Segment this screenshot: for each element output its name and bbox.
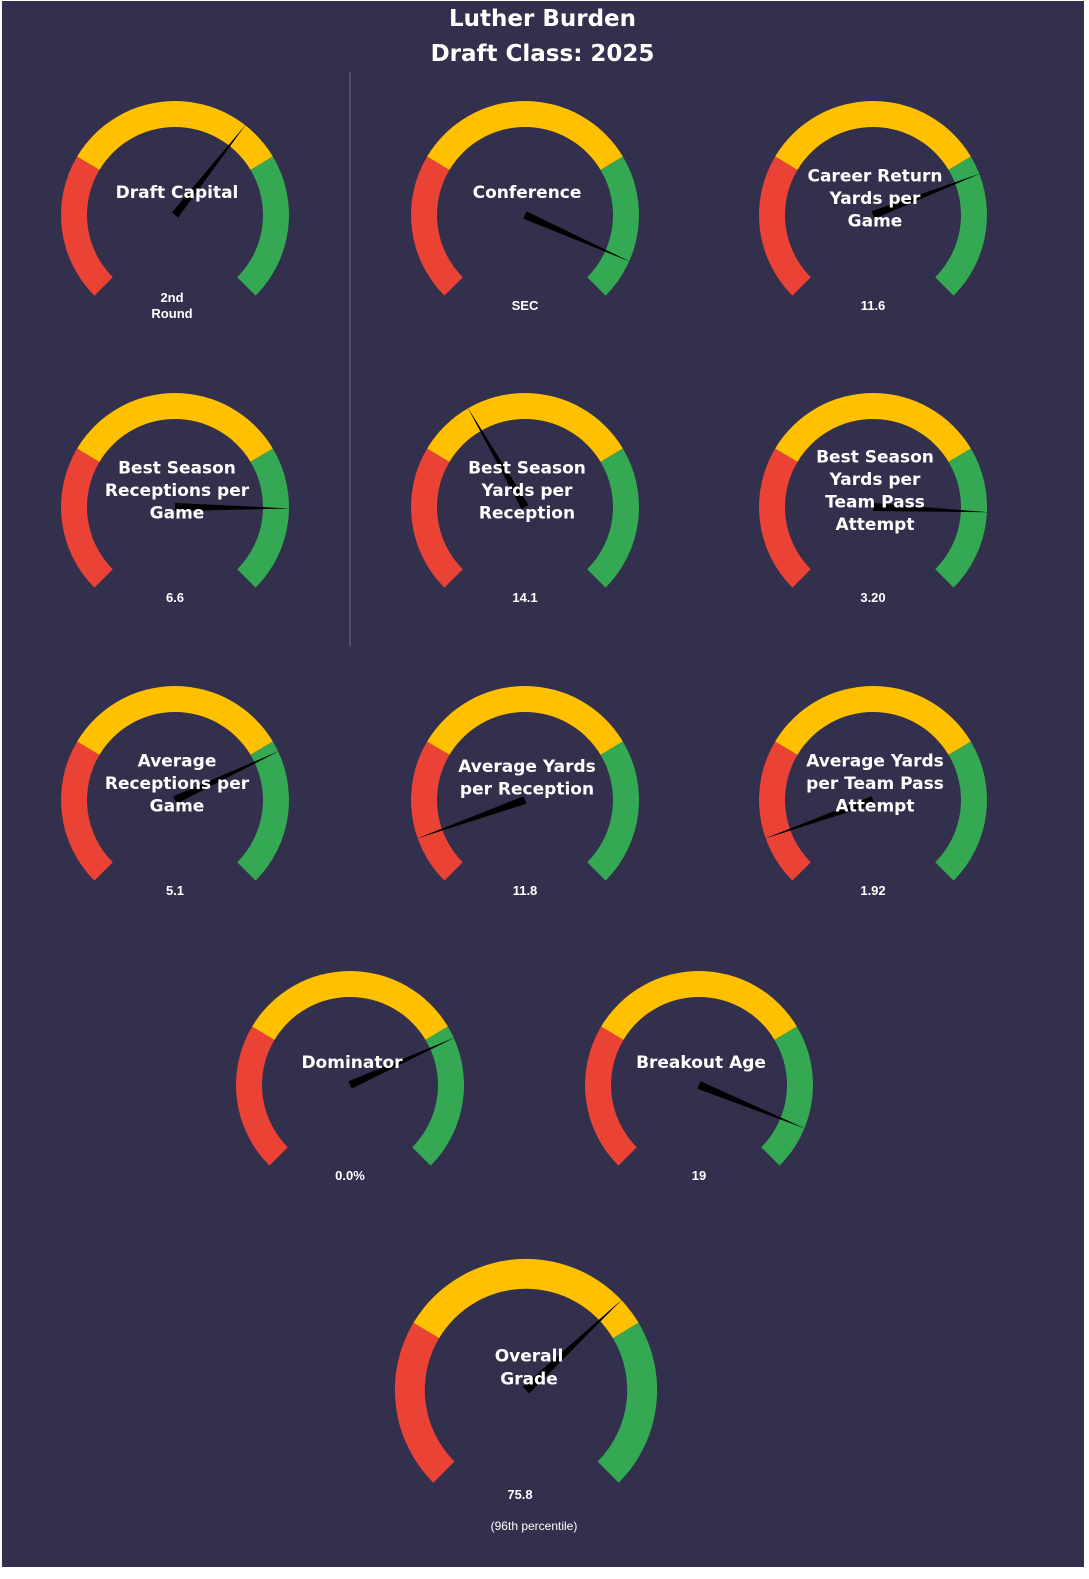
gauge-title: Dominator [301, 1053, 403, 1073]
gauge-yellow-zone [77, 393, 273, 462]
gauge-green-zone [587, 156, 639, 296]
gauge-red-zone [394, 1322, 455, 1483]
gauge-needle [174, 503, 291, 511]
gauge-value: 2nd [160, 290, 183, 305]
gauge-needle [523, 211, 632, 263]
gauge-green-zone [237, 156, 289, 296]
gauge-title: Draft Capital [116, 183, 239, 203]
gauge-green-zone [935, 741, 987, 881]
gauge-title: per Reception [460, 779, 594, 799]
gauge-title: Reception [479, 504, 575, 524]
gauge-yellow-zone [413, 1258, 639, 1339]
gauge-value: 11.6 [861, 298, 886, 313]
gauge-title: Career Return [807, 167, 942, 187]
gauge-title: per Team Pass [806, 774, 944, 794]
gauge-red-zone [60, 741, 113, 881]
gauge-yellow-zone [775, 686, 971, 755]
gauge-title: Best Season [468, 459, 586, 479]
gauge-title: Breakout Age [636, 1053, 766, 1073]
draft-class: Draft Class: 2025 [430, 41, 655, 67]
gauge-value: 0.0% [335, 1168, 365, 1183]
gauge-yellow-zone [775, 100, 971, 170]
gauge-value: SEC [512, 298, 539, 313]
gauge-yellow-zone [77, 685, 273, 755]
gauge-red-zone [759, 156, 811, 296]
player-name: Luther Burden [448, 6, 637, 32]
gauge-red-zone [411, 448, 463, 588]
gauge-title: Team Pass [825, 492, 925, 512]
gauge-red-zone [758, 741, 811, 881]
gauge-title: Best Season [118, 459, 236, 479]
gauge-title: Receptions per [105, 774, 250, 794]
gauge-red-zone [236, 1026, 288, 1166]
gauge-green-zone [587, 741, 639, 881]
gauge-needle [697, 1081, 807, 1130]
gauge-red-zone [411, 156, 463, 296]
gauge-green-zone [597, 1322, 658, 1483]
gauge-needle [348, 1037, 456, 1089]
gauge-red-zone [411, 741, 463, 881]
gauge-title: Receptions per [105, 481, 250, 501]
gauge-title: Game [150, 797, 205, 817]
gauge-needle [522, 1298, 623, 1394]
gauge-green-zone [935, 448, 987, 588]
gauge-value: 11.8 [513, 883, 538, 898]
gauge-value: 6.6 [166, 590, 184, 605]
gauge-green-zone [237, 448, 289, 588]
gauge-value: 75.8 [507, 1487, 532, 1502]
gauge-needle [415, 796, 527, 839]
gauge-green-zone [587, 448, 639, 588]
gauge-title: Game [848, 212, 903, 232]
gauge-yellow-zone [775, 393, 971, 462]
gauge-title: Yards per [481, 481, 574, 501]
gauge-needle [872, 503, 989, 513]
gauge-needle [763, 796, 875, 839]
gauge-green-zone [761, 1026, 813, 1166]
gauge-red-zone [61, 156, 113, 296]
gauge-needle [173, 750, 280, 804]
gauge-value: 19 [692, 1168, 706, 1183]
gauge-green-zone [412, 1026, 464, 1166]
gauge-yellow-zone [427, 685, 623, 755]
gauge-title: Attempt [836, 797, 915, 817]
gauge-title: Average [138, 752, 217, 772]
gauge-yellow-zone [601, 971, 797, 1040]
gauge-red-zone [758, 448, 811, 588]
gauge-green-zone [237, 741, 289, 881]
gauge-needle [171, 123, 247, 218]
gauge-value: Round [151, 306, 192, 321]
page-title: Luther Burden Draft Class: 2025 [0, 2, 1085, 72]
gauge-title: Best Season [816, 447, 934, 467]
gauge-yellow-zone [427, 393, 623, 462]
gauge-percentile: (96th percentile) [491, 1519, 578, 1533]
gauge-title: Yards per [829, 470, 922, 490]
gauge-title: Game [150, 504, 205, 524]
gauge-red-zone [61, 448, 113, 588]
gauge-yellow-zone [252, 971, 448, 1040]
gauge-red-zone [585, 1026, 637, 1166]
gauge-title: Average Yards [806, 752, 944, 772]
gauge-value: 3.20 [860, 590, 885, 605]
gauge-green-zone [935, 156, 987, 296]
gauge-title: Yards per [829, 189, 922, 209]
gauge-title: Conference [473, 183, 582, 203]
gauge-needle [467, 406, 529, 509]
gauge-yellow-zone [77, 100, 273, 170]
gauge-title: Attempt [836, 515, 915, 535]
gauge-title: Overall [495, 1347, 564, 1367]
gauge-value: 1.92 [860, 883, 885, 898]
gauge-title: Average Yards [458, 757, 596, 777]
gauge-title: Grade [500, 1369, 558, 1389]
gauge-needle [871, 173, 982, 219]
gauge-value: 5.1 [166, 883, 184, 898]
gauge-value: 14.1 [512, 590, 537, 605]
gauge-yellow-zone [427, 101, 623, 170]
